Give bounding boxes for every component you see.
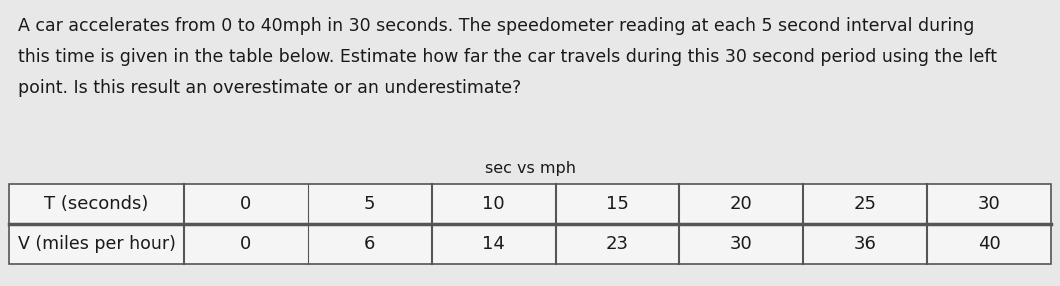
Text: 5: 5	[364, 195, 375, 213]
Text: T (seconds): T (seconds)	[45, 195, 148, 213]
Text: 0: 0	[241, 195, 251, 213]
Text: sec vs mph: sec vs mph	[484, 161, 576, 176]
Text: 0: 0	[241, 235, 251, 253]
Text: 30: 30	[977, 195, 1001, 213]
Text: 15: 15	[606, 195, 629, 213]
Text: 10: 10	[482, 195, 505, 213]
Text: this time is given in the table below. Estimate how far the car travels during t: this time is given in the table below. E…	[18, 48, 997, 66]
Text: 40: 40	[977, 235, 1001, 253]
Text: A car accelerates from 0 to 40mph in 30 seconds. The speedometer reading at each: A car accelerates from 0 to 40mph in 30 …	[18, 17, 974, 35]
Text: 6: 6	[364, 235, 375, 253]
Text: V (miles per hour): V (miles per hour)	[18, 235, 176, 253]
Text: 23: 23	[606, 235, 629, 253]
Text: 36: 36	[853, 235, 877, 253]
Text: 14: 14	[482, 235, 505, 253]
Text: point. Is this result an overestimate or an underestimate?: point. Is this result an overestimate or…	[18, 79, 522, 97]
Bar	[8, 184, 1052, 264]
Text: 30: 30	[730, 235, 753, 253]
Text: 20: 20	[730, 195, 753, 213]
Text: 25: 25	[853, 195, 877, 213]
